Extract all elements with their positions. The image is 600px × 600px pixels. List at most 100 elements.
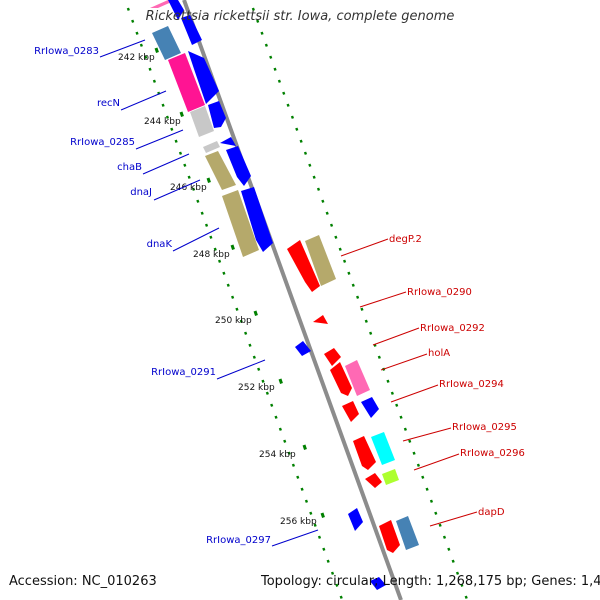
tick-mark	[317, 535, 322, 539]
gene-label-reverse: RrIowa_0290	[407, 287, 472, 298]
tick-mark	[283, 439, 287, 443]
tick-mark	[183, 163, 187, 167]
topology-text: Topology: circular	[261, 574, 375, 589]
tick-mark	[339, 595, 343, 599]
tick-mark	[152, 79, 156, 83]
red-gene-arrow	[330, 362, 352, 396]
genome-summary: Topology: circular; Length: 1,268,175 bp…	[261, 574, 600, 589]
tick-mark	[460, 583, 464, 587]
tick-mark	[274, 415, 278, 419]
scale-label: 252 kbp	[238, 383, 275, 393]
gene-label-reverse: RrIowa_0292	[420, 323, 485, 334]
blue-gene-arrow	[361, 397, 379, 418]
tick-mark	[187, 175, 191, 179]
scale-track: 242 kbp 244 kbp 246 kbp 248 kbp 250 kbp 252 k…	[118, 47, 325, 527]
tick-mark	[265, 391, 269, 395]
gene-label-reverse: degP.2	[389, 234, 422, 245]
tick-mark	[342, 259, 347, 263]
tick-mark	[386, 379, 390, 383]
scale-dash	[253, 310, 258, 316]
tick-mark	[282, 91, 286, 95]
gray-gene-block	[190, 106, 214, 137]
olive-gene-block	[305, 235, 336, 286]
gene-label-leader	[402, 427, 452, 442]
tick-mark	[421, 475, 425, 479]
tick-mark	[204, 223, 209, 227]
scale-dash	[179, 111, 184, 117]
tick-mark	[174, 139, 178, 143]
gene-label-forward: RrIowa_0297	[206, 535, 271, 546]
gene-label-forward: RrIowa_0285	[70, 137, 135, 148]
scale-dash	[302, 444, 307, 450]
tick-mark	[312, 175, 316, 179]
tick-mark	[330, 571, 335, 575]
tick-mark	[356, 295, 360, 299]
tick-mark	[334, 235, 338, 239]
tick-mark	[170, 127, 174, 131]
gene-label-leader	[135, 129, 184, 150]
tick-mark	[244, 331, 248, 335]
gene-label-leader	[413, 453, 460, 471]
tick-mark	[321, 199, 325, 203]
gene-label-reverse: RrIowa_0295	[452, 422, 517, 433]
tick-mark	[416, 463, 420, 467]
red-gene-arrow	[313, 315, 328, 324]
scale-dash	[320, 512, 325, 518]
tick-mark	[217, 259, 222, 263]
pink-gene-block	[168, 53, 205, 112]
tick-mark	[451, 559, 455, 563]
tick-mark	[303, 151, 308, 155]
gene-label-leader	[359, 291, 407, 308]
tick-mark	[455, 571, 460, 575]
gene-label-reverse: dapD	[478, 507, 505, 518]
gene-label-leader	[390, 384, 439, 403]
tick-mark	[329, 223, 334, 227]
tick-mark	[326, 559, 330, 563]
red-gene-arrow	[324, 348, 341, 366]
tick-row-right	[251, 7, 468, 599]
green-gene-block	[382, 469, 399, 485]
scale-label: 246 kbp	[170, 183, 207, 193]
tick-mark	[139, 43, 143, 47]
gene-label-leader	[153, 179, 201, 201]
gene-label-forward: RrIowa_0283	[34, 46, 99, 57]
pink-gene-block	[345, 360, 370, 396]
tick-mark	[313, 523, 317, 527]
scale-label: 248 kbp	[193, 250, 230, 260]
tick-mark	[325, 211, 329, 215]
gene-label-leader	[340, 238, 389, 257]
blue-gene-arrow	[348, 508, 363, 531]
tick-mark	[131, 19, 135, 23]
tick-mark	[278, 427, 282, 431]
blue-gene-arrow	[220, 137, 236, 146]
feature-labels: RrIowa_0283 recN RrIowa_0285 chaB dnaJ dnaK Rr…	[34, 39, 525, 547]
scale-dash	[278, 378, 283, 384]
tick-mark	[277, 79, 281, 83]
tick-mark	[286, 103, 290, 107]
tick-mark	[261, 379, 265, 383]
blue-gene-arrow	[370, 577, 386, 590]
red-gene-arrow	[287, 240, 320, 292]
tick-mark	[399, 415, 403, 419]
tick-mark	[403, 427, 407, 431]
map-title: Rickettsia rickettsii str. Iowa, complet…	[145, 9, 455, 24]
gene-label-reverse: RrIowa_0296	[460, 448, 525, 459]
gene-label-leader	[271, 529, 319, 547]
tick-mark	[291, 463, 295, 467]
tick-mark	[304, 499, 309, 503]
tick-mark	[239, 319, 243, 323]
tick-mark	[273, 67, 277, 71]
blue-gene-arrow	[241, 187, 273, 252]
gene-label-leader	[429, 511, 478, 527]
tick-mark	[335, 583, 339, 587]
scale-dash	[230, 244, 235, 250]
gene-label-reverse: holA	[428, 348, 450, 359]
tick-mark	[287, 451, 291, 455]
tick-mark	[322, 547, 326, 551]
scale-label: 254 kbp	[259, 450, 296, 460]
tick-mark	[161, 103, 165, 107]
tick-mark	[264, 43, 268, 47]
tick-mark	[196, 199, 200, 203]
